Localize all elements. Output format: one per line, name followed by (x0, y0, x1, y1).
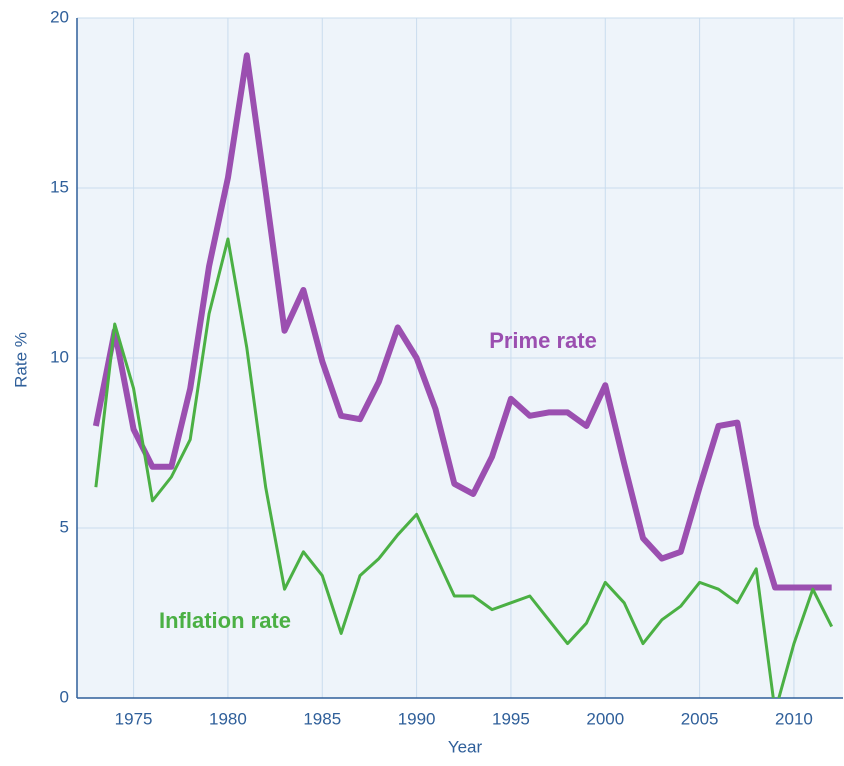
x-tick-label: 1975 (115, 709, 153, 728)
data-line (92, 52, 832, 591)
data-line (94, 237, 834, 698)
x-tick-label: 2005 (681, 709, 719, 728)
x-tick-label: 2010 (775, 709, 813, 728)
x-tick-label: 1985 (303, 709, 341, 728)
y-tick-label: 15 (50, 177, 69, 196)
series-label: Prime rate (489, 328, 597, 353)
plot-area (92, 52, 834, 698)
y-tick-label: 10 (50, 347, 69, 366)
x-tick-label: 2000 (586, 709, 624, 728)
y-axis-label: Rate % (11, 332, 30, 388)
x-tick-label: 1995 (492, 709, 530, 728)
x-tick-label: 1990 (398, 709, 436, 728)
x-tick-label: 1980 (209, 709, 247, 728)
x-axis-label: Year (448, 737, 483, 756)
y-tick-label: 0 (60, 687, 69, 706)
y-tick-label: 5 (60, 517, 69, 536)
y-tick-label: 20 (50, 7, 69, 26)
series-label: Inflation rate (159, 608, 291, 633)
